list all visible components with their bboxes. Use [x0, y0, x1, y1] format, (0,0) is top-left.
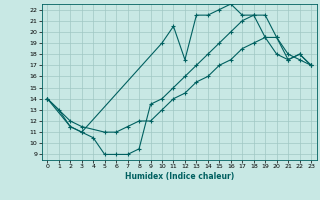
X-axis label: Humidex (Indice chaleur): Humidex (Indice chaleur) [124, 172, 234, 181]
